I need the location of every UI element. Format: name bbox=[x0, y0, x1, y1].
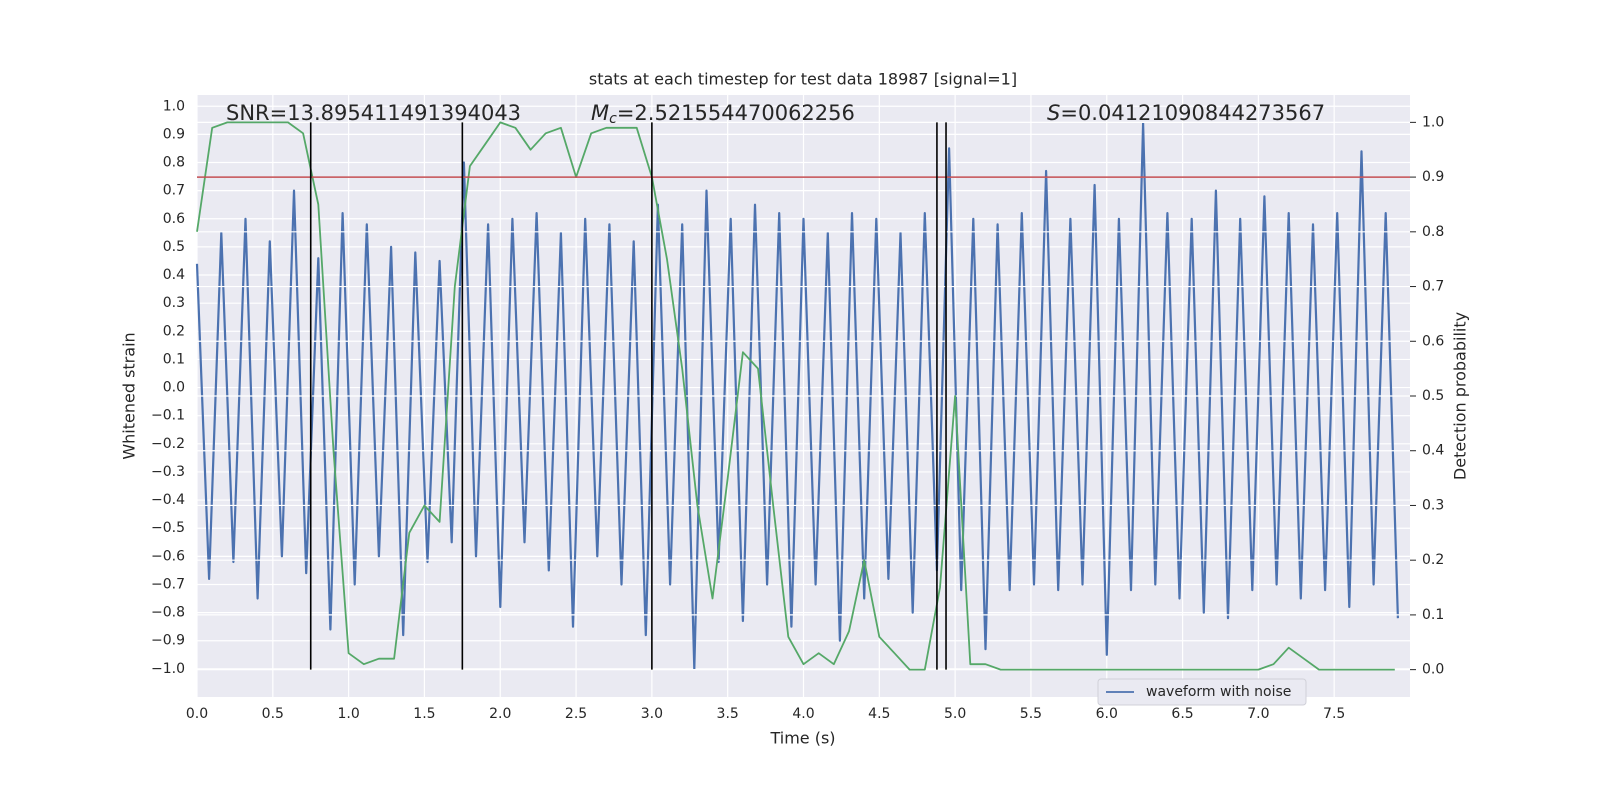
y-tick-label: 0.0 bbox=[163, 380, 185, 396]
legend-box bbox=[1097, 678, 1307, 706]
annotation: Mc=2.521554470062256 bbox=[591, 101, 855, 127]
x-tick-label: 4.0 bbox=[792, 706, 814, 722]
y2-tick-label: 0.5 bbox=[1422, 388, 1444, 404]
y2-tick-label: 0.7 bbox=[1422, 279, 1444, 295]
x-tick-label: 3.5 bbox=[717, 706, 739, 722]
y-tick-label: −0.3 bbox=[151, 464, 185, 480]
y-tick-label: 0.6 bbox=[163, 211, 185, 227]
legend-label: waveform with noise bbox=[1146, 684, 1291, 700]
y-tick-label: −0.9 bbox=[151, 633, 185, 649]
x-tick-label: 7.0 bbox=[1247, 706, 1269, 722]
x-tick-label: 6.5 bbox=[1171, 706, 1193, 722]
y-tick-label: 0.2 bbox=[163, 323, 185, 339]
x-tick-label: 1.0 bbox=[337, 706, 359, 722]
annotation-text: =2.521554470062256 bbox=[617, 101, 855, 125]
y-tick-label: 0.4 bbox=[163, 267, 185, 283]
x-tick-label: 6.0 bbox=[1096, 706, 1118, 722]
y-tick-label: −0.4 bbox=[151, 492, 185, 508]
y2-tick-label: 0.4 bbox=[1422, 443, 1444, 459]
y2-tick-label: 0.2 bbox=[1422, 552, 1444, 568]
x-tick-label: 3.0 bbox=[641, 706, 663, 722]
y2-tick-label: 0.9 bbox=[1422, 169, 1444, 185]
y-tick-label: 0.8 bbox=[163, 155, 185, 171]
annotation-text: =0.04121090844273567 bbox=[1060, 101, 1325, 125]
y-tick-label: 0.1 bbox=[163, 351, 185, 367]
annotation-symbol: S bbox=[1047, 101, 1060, 125]
y-tick-label: −0.8 bbox=[151, 605, 185, 621]
y2-tick-label: 0.3 bbox=[1422, 497, 1444, 513]
y-tick-label: 0.7 bbox=[163, 183, 185, 199]
y-tick-label: −0.1 bbox=[151, 408, 185, 424]
y2-axis-label: Detection probability bbox=[1451, 312, 1470, 480]
y-tick-label: −1.0 bbox=[151, 661, 185, 677]
x-tick-label: 0.0 bbox=[186, 706, 208, 722]
y-tick-label: 0.5 bbox=[163, 239, 185, 255]
x-tick-label: 1.5 bbox=[413, 706, 435, 722]
x-tick-label: 5.0 bbox=[944, 706, 966, 722]
x-axis-label: Time (s) bbox=[769, 729, 835, 748]
y2-tick-label: 0.0 bbox=[1422, 662, 1444, 678]
y-tick-label: 1.0 bbox=[163, 98, 185, 114]
annotation: SNR=13.895411491394043 bbox=[226, 101, 521, 125]
y-tick-label: −0.6 bbox=[151, 548, 185, 564]
x-tick-label: 5.5 bbox=[1020, 706, 1042, 722]
y-axis-label: Whitened strain bbox=[120, 332, 139, 459]
y-tick-label: −0.5 bbox=[151, 520, 185, 536]
annotation-subscript: c bbox=[609, 111, 617, 127]
x-tick-label: 7.5 bbox=[1323, 706, 1345, 722]
y2-tick-label: 1.0 bbox=[1422, 114, 1444, 130]
y-tick-label: −0.7 bbox=[151, 576, 185, 592]
y-tick-label: 0.3 bbox=[163, 295, 185, 311]
annotation: S=0.04121090844273567 bbox=[1047, 101, 1325, 125]
probability-line bbox=[196, 121, 1395, 671]
y-tick-label: −0.2 bbox=[151, 436, 185, 452]
y2-tick-label: 0.8 bbox=[1422, 224, 1444, 240]
x-tick-label: 2.0 bbox=[489, 706, 511, 722]
x-tick-label: 0.5 bbox=[262, 706, 284, 722]
y-tick-label: 0.9 bbox=[163, 126, 185, 142]
x-tick-label: 4.5 bbox=[868, 706, 890, 722]
y2-tick-label: 0.6 bbox=[1422, 333, 1444, 349]
x-tick-label: 2.5 bbox=[565, 706, 587, 722]
chart-title: stats at each timestep for test data 189… bbox=[589, 70, 1017, 89]
y2-tick-label: 0.1 bbox=[1422, 607, 1444, 623]
waveform-line bbox=[195, 122, 1399, 670]
annotation-symbol: M bbox=[591, 101, 609, 125]
